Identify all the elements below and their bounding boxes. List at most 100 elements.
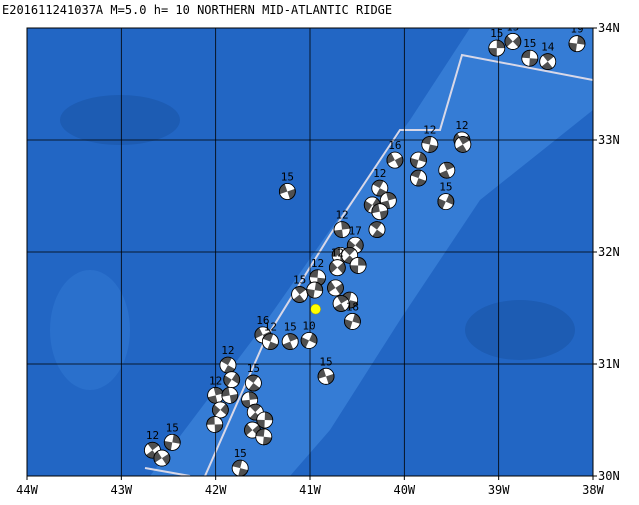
- focal-mechanism: [219, 356, 237, 374]
- beachball-outline: [504, 33, 522, 50]
- beachball-dilatation: [438, 162, 455, 178]
- depth-label: 12: [331, 247, 344, 260]
- beachball-outline: [221, 386, 239, 404]
- focal-mechanism: [421, 136, 439, 153]
- depth-label: 15: [284, 321, 297, 334]
- focal-mechanism: [349, 257, 367, 274]
- beachball-outline: [410, 169, 427, 187]
- depth-label: 14: [541, 41, 555, 54]
- beachball-dilatation: [309, 269, 326, 286]
- depth-label: 12: [264, 321, 277, 334]
- beachball-dilatation: [380, 192, 397, 209]
- beachball-dilatation: [262, 334, 279, 350]
- beachball-outline: [539, 53, 557, 70]
- depth-label: 15: [439, 181, 452, 194]
- beachball-dilatation: [539, 55, 556, 68]
- beachball-dilatation: [214, 401, 227, 418]
- depth-label: 19: [570, 23, 583, 36]
- beachball-outline: [317, 367, 335, 385]
- focal-mechanism: [410, 151, 427, 169]
- beachball-outline: [341, 246, 359, 264]
- focal-mechanism: [241, 391, 259, 409]
- depth-label: 15: [490, 27, 503, 40]
- beachball-outline: [261, 333, 279, 351]
- beachball-outline: [344, 313, 361, 330]
- beachball-dilatation: [206, 416, 223, 433]
- beachball-outline: [568, 35, 586, 53]
- beachball-dilatation: [421, 136, 438, 153]
- focal-mechanism: [261, 333, 279, 351]
- beachball-dilatation: [207, 387, 224, 404]
- beachball-outline: [300, 332, 318, 349]
- beachball-outline: [368, 221, 386, 239]
- y-tick-label: 30N: [598, 469, 620, 483]
- depth-label: 15: [281, 171, 294, 184]
- beachball-dilatation: [333, 296, 350, 311]
- depth-label: 15: [506, 20, 519, 33]
- beachball-outline: [328, 259, 346, 277]
- beachball-dilatation: [255, 428, 272, 445]
- focal-mechanism: [244, 374, 262, 392]
- beachball-dilatation: [438, 193, 454, 210]
- deep-patch: [50, 270, 130, 390]
- beachball-dilatation: [387, 152, 403, 169]
- beachball-outline: [488, 39, 506, 57]
- beachball-dilatation: [488, 40, 505, 57]
- beachball-outline: [371, 203, 389, 221]
- x-tick-label: 40W: [393, 483, 415, 497]
- beachball-outline: [327, 279, 344, 297]
- focal-mechanism: [278, 183, 296, 200]
- depth-label: 16: [388, 139, 401, 152]
- focal-mechanism: [255, 428, 273, 446]
- beachball-dilatation: [369, 223, 385, 237]
- focal-mechanism: [206, 416, 224, 433]
- beachball-outline: [410, 151, 427, 169]
- x-tick-label: 42W: [205, 483, 227, 497]
- depth-label: 15: [523, 37, 536, 50]
- focal-mechanism: [521, 49, 539, 67]
- plate-boundary: [144, 467, 191, 476]
- beachball-outline: [255, 428, 273, 446]
- focal-mechanism: [368, 221, 386, 239]
- beachball-dilatation: [241, 391, 258, 408]
- focal-mechanism: [153, 449, 171, 467]
- beachball-outline: [306, 281, 324, 299]
- x-tick-label: 41W: [299, 483, 321, 497]
- beachball-dilatation: [371, 181, 388, 196]
- beachball-dilatation: [224, 371, 239, 388]
- y-tick-label: 34N: [598, 21, 620, 35]
- beachball-outline: [379, 192, 397, 209]
- beachball-dilatation: [350, 257, 367, 274]
- beachball-dilatation: [331, 259, 344, 276]
- beachball-dilatation: [410, 170, 427, 186]
- depth-label: 18: [346, 300, 359, 313]
- depth-label: 15: [293, 274, 306, 287]
- depth-label: 12: [311, 257, 324, 270]
- depth-label: 12: [146, 429, 159, 442]
- focal-mechanism: [386, 151, 404, 169]
- focal-mechanism: [344, 313, 361, 330]
- beachball-outline: [332, 295, 350, 312]
- depth-label: 10: [302, 319, 315, 332]
- focal-mechanism: [317, 367, 335, 385]
- beachball-outline: [231, 459, 249, 476]
- frame: [26, 27, 594, 477]
- focal-mechanism: [539, 53, 557, 70]
- focal-mechanism: [281, 333, 299, 351]
- x-tick-label: 38W: [582, 483, 604, 497]
- depth-label: 15: [247, 362, 260, 375]
- focal-mechanism: [163, 433, 181, 451]
- x-tick-label: 44W: [16, 483, 38, 497]
- beachball-outline: [438, 161, 456, 179]
- beachball-outline: [454, 136, 472, 153]
- beachball-dilatation: [328, 279, 343, 296]
- y-tick-label: 32N: [598, 245, 620, 259]
- focal-mechanism: [327, 279, 344, 297]
- depth-label: 12: [209, 374, 222, 387]
- depth-label: 12: [335, 209, 348, 222]
- focal-mechanism: [306, 281, 324, 299]
- depth-label: 15: [319, 355, 332, 368]
- focal-mechanism: [488, 39, 506, 57]
